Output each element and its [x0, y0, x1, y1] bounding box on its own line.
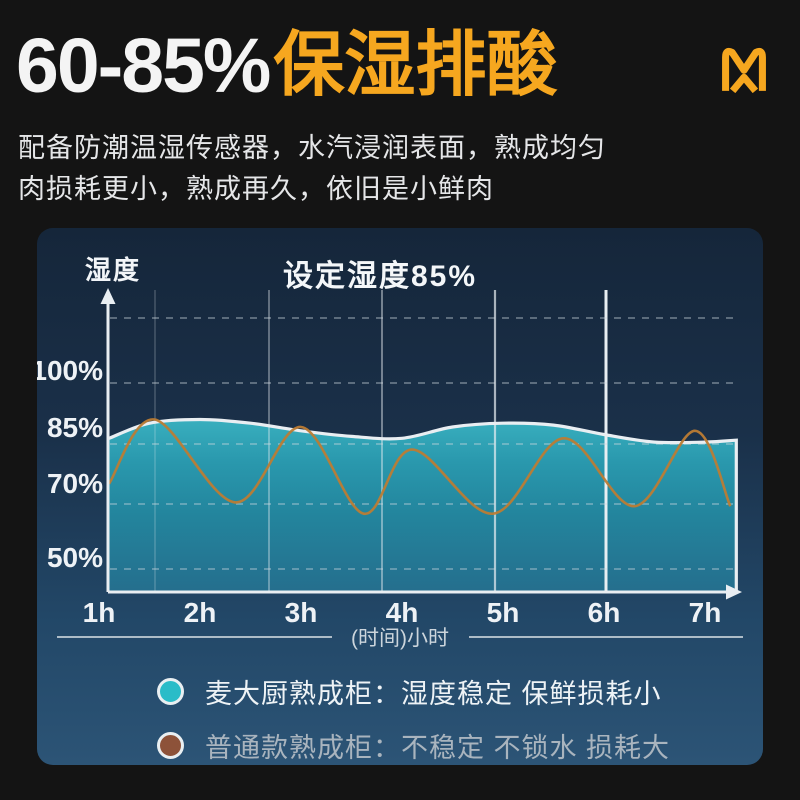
svg-text:1h: 1h	[83, 597, 116, 628]
chart-legend: 麦大厨熟成柜：湿度稳定 保鲜损耗小 普通款熟成柜：不稳定 不锁水 损耗大	[157, 672, 670, 765]
subtitle-line2: 肉损耗更小，熟成再久，依旧是小鲜肉	[18, 174, 494, 204]
svg-text:(时间)小时: (时间)小时	[351, 627, 449, 650]
svg-text:70%: 70%	[47, 468, 103, 499]
svg-text:50%: 50%	[47, 542, 103, 573]
x-axis-caption: (时间)小时	[57, 627, 743, 650]
header: 60-85% 保湿排酸	[16, 24, 770, 108]
x-tick-labels: 1h 2h 3h 4h 5h 6h 7h	[83, 597, 722, 628]
vertical-gridlines	[154, 290, 608, 592]
humidity-area-edge	[107, 417, 738, 594]
svg-text:6h: 6h	[588, 597, 621, 628]
svg-text:2h: 2h	[184, 597, 217, 628]
headline-highlight: 保湿排酸	[273, 26, 558, 105]
y-axis-arrow	[100, 288, 116, 304]
legend-item-mdc: 麦大厨熟成柜：湿度稳定 保鲜损耗小	[157, 672, 670, 711]
svg-text:5h: 5h	[487, 597, 520, 628]
x-axis-arrow	[726, 584, 742, 600]
subtitle-line1: 配备防潮温湿传感器，水汽浸润表面，熟成均匀	[18, 133, 606, 163]
legend-label-ordinary: 普通款熟成柜：不稳定 不锁水 损耗大	[205, 733, 671, 763]
humidity-area	[109, 419, 737, 592]
brand-m-logo-icon	[718, 41, 770, 94]
svg-text:3h: 3h	[285, 597, 318, 628]
y-tick-labels: 100% 85% 70% 50%	[37, 355, 103, 573]
legend-label-mdc: 麦大厨熟成柜：湿度稳定 保鲜损耗小	[205, 679, 662, 709]
legend-dot-teal	[157, 678, 184, 705]
humidity-chart-canvas: 100% 85% 70% 50% 1h 2h 3h 4h 5h 6h 7h (时间)小时	[37, 288, 743, 650]
subtitle: 配备防潮温湿传感器，水汽浸润表面，熟成均匀 肉损耗更小，熟成再久，依旧是小鲜肉	[18, 128, 606, 210]
legend-dot-brown	[157, 732, 184, 759]
ordinary-humidity-line	[107, 418, 732, 516]
svg-text:4h: 4h	[386, 597, 419, 628]
logo-strokes	[722, 47, 766, 94]
y-axis-title: 湿度	[85, 255, 142, 285]
svg-text:85%: 85%	[47, 412, 103, 443]
svg-text:7h: 7h	[689, 597, 722, 628]
chart-title: 设定湿度85%	[282, 260, 478, 293]
svg-text:100%: 100%	[37, 355, 103, 386]
headline-range: 60-85%	[16, 23, 271, 109]
brand-m-logo-svg	[722, 47, 766, 94]
humidity-chart-panel: 湿度 设定湿度85% 100% 85% 70% 50% 1h 2h 3h 4h 5h 6h 7h (时…	[37, 228, 763, 765]
dashed-gridlines	[110, 317, 737, 570]
axes	[100, 288, 742, 600]
legend-item-ordinary: 普通款熟成柜：不稳定 不锁水 损耗大	[157, 726, 670, 765]
